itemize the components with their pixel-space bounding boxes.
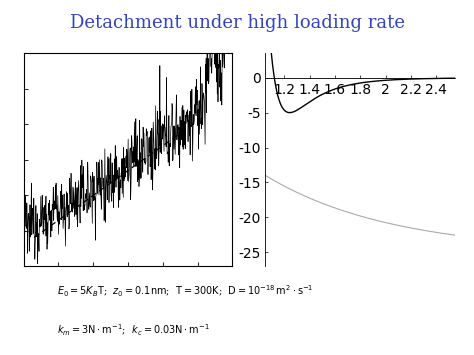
Text: $E_0 = 5K_B\mathrm{T}$;  $z_0 = 0.1\mathrm{nm}$;  $\mathrm{T} = 300\mathrm{K}$; : $E_0 = 5K_B\mathrm{T}$; $z_0 = 0.1\mathr… (57, 284, 313, 299)
Text: Detachment under high loading rate: Detachment under high loading rate (70, 14, 404, 32)
Text: $k_m = 3\mathrm{N}\cdot\mathrm{m}^{-1}$;  $k_c = 0.03\mathrm{N}\cdot\mathrm{m}^{: $k_m = 3\mathrm{N}\cdot\mathrm{m}^{-1}$;… (57, 323, 210, 338)
